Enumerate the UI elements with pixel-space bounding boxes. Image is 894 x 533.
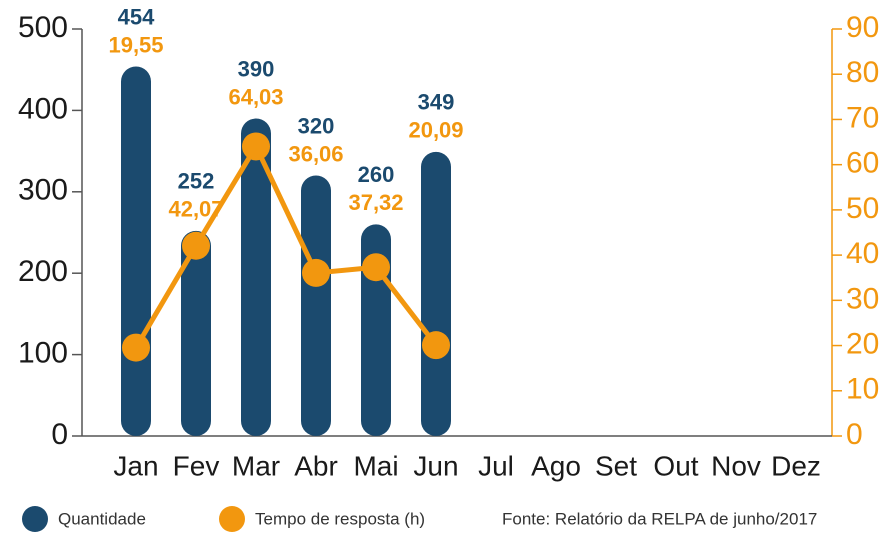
y-tick-label: 100	[18, 337, 68, 370]
x-tick-label: Out	[653, 450, 698, 481]
y2-tick-label: 20	[846, 327, 879, 360]
x-tick-label: Set	[595, 450, 637, 481]
point	[182, 231, 210, 260]
bar	[121, 66, 151, 436]
y2-tick-label: 30	[846, 282, 879, 315]
y-tick-label: 500	[18, 11, 68, 44]
point	[242, 132, 270, 161]
value-label: 36,06	[288, 141, 343, 166]
y2-tick-label: 40	[846, 237, 879, 270]
value-label: 349	[418, 90, 455, 115]
value-label: 260	[358, 162, 395, 187]
y2-tick-label: 0	[846, 418, 863, 451]
legend-swatch	[22, 506, 48, 532]
bar	[421, 151, 451, 436]
y2-tick-label: 60	[846, 147, 879, 180]
value-label: 390	[238, 56, 275, 81]
y2-tick-label: 70	[846, 101, 879, 134]
y-tick-label: 400	[18, 92, 68, 125]
legend-label: Quantidade	[58, 509, 146, 528]
y-tick-label: 300	[18, 174, 68, 207]
x-tick-label: Nov	[711, 450, 761, 481]
x-tick-label: Mai	[353, 450, 398, 481]
bar	[301, 175, 331, 436]
x-tick-label: Jul	[478, 450, 514, 481]
x-tick-label: Ago	[531, 450, 581, 481]
point	[122, 333, 150, 362]
y2-tick-label: 80	[846, 56, 879, 89]
point	[362, 253, 390, 282]
bar	[241, 118, 271, 436]
y-tick-label: 0	[51, 418, 68, 451]
x-tick-label: Dez	[771, 450, 821, 481]
value-label: 37,32	[348, 190, 403, 215]
x-tick-label: Jan	[113, 450, 158, 481]
x-tick-label: Abr	[294, 450, 338, 481]
value-label: 320	[298, 113, 335, 138]
value-label: 42,07	[168, 197, 223, 222]
y2-tick-label: 90	[846, 11, 879, 44]
y2-tick-label: 10	[846, 373, 879, 406]
y2-tick-label: 50	[846, 192, 879, 225]
line	[133, 143, 438, 349]
x-tick-label: Mar	[232, 450, 280, 481]
y-tick-label: 200	[18, 255, 68, 288]
x-tick-label: Jun	[413, 450, 458, 481]
value-label: 252	[178, 169, 215, 194]
legend-label: Tempo de resposta (h)	[255, 509, 425, 528]
point	[302, 258, 330, 287]
legend-swatch	[219, 506, 245, 532]
value-label: 20,09	[408, 118, 463, 143]
point	[422, 331, 450, 360]
bar	[181, 230, 211, 436]
value-label: 454	[118, 4, 155, 29]
source: Fonte: Relatório da RELPA de junho/2017	[502, 509, 817, 528]
value-label: 64,03	[228, 84, 283, 109]
x-tick-label: Fev	[173, 450, 220, 481]
value-label: 19,55	[108, 32, 163, 57]
